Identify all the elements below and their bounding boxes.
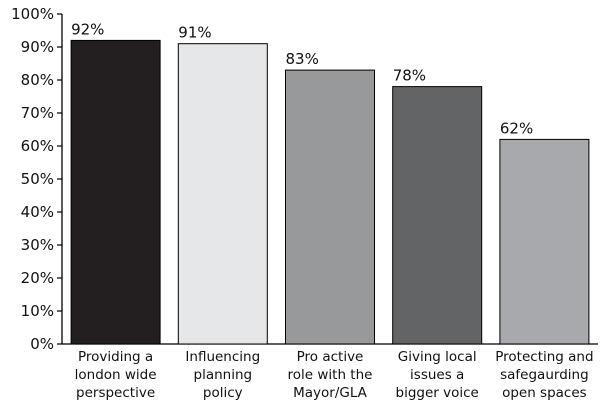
bar xyxy=(499,138,590,345)
bar xyxy=(392,86,483,345)
x-category-label: Providing a xyxy=(78,349,153,365)
x-category-label: bigger voice xyxy=(396,385,479,401)
y-tick-label: 10% xyxy=(21,302,54,320)
x-category-label: safegaurding xyxy=(500,367,589,383)
data-label: 78% xyxy=(393,67,426,85)
x-category-label: Mayor/GLA xyxy=(293,385,368,401)
data-label: 62% xyxy=(500,119,533,137)
y-tick-label: 0% xyxy=(30,335,54,353)
x-category-label: role with the xyxy=(288,367,373,383)
y-tick-label: 90% xyxy=(21,38,54,56)
x-category-label: Pro active xyxy=(297,349,364,365)
bar xyxy=(285,69,375,345)
x-category-label: perspective xyxy=(76,385,155,401)
y-tick-label: 70% xyxy=(21,104,54,122)
y-tick-label: 80% xyxy=(21,71,54,89)
x-category-label: london wide xyxy=(75,367,157,383)
data-label: 91% xyxy=(178,24,211,42)
bar xyxy=(177,43,268,345)
x-category-label: Protecting and xyxy=(495,349,593,365)
y-tick-label: 40% xyxy=(21,203,54,221)
x-category-label: Influencing xyxy=(185,349,260,365)
x-category-label: planning xyxy=(194,367,253,383)
data-label: 92% xyxy=(71,20,104,38)
bar xyxy=(70,39,161,345)
y-tick-label: 100% xyxy=(11,5,54,23)
x-category-label: open spaces xyxy=(502,385,587,401)
y-tick-label: 60% xyxy=(21,137,54,155)
y-tick-label: 30% xyxy=(21,236,54,254)
y-tick-label: 20% xyxy=(21,269,54,287)
x-category-label: Giving local xyxy=(398,349,477,365)
x-category-label: issues a xyxy=(410,367,464,383)
y-tick-label: 50% xyxy=(21,170,54,188)
x-category-label: policy xyxy=(203,385,243,401)
data-label: 83% xyxy=(286,50,319,68)
